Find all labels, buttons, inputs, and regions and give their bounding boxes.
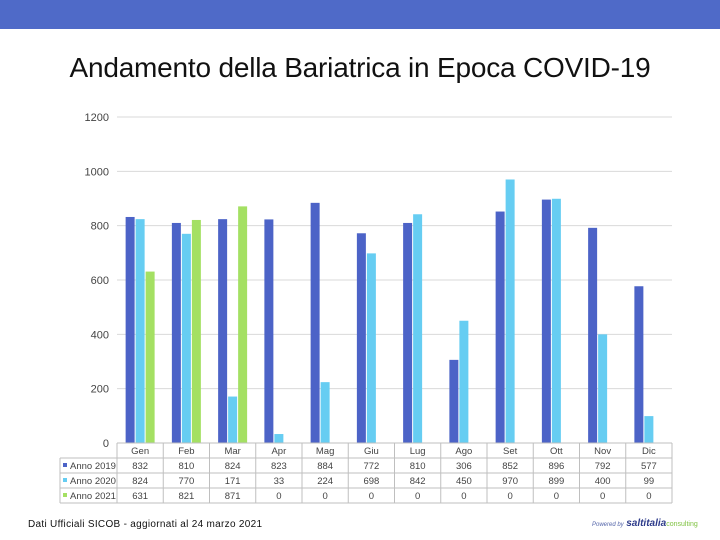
y-tick-label: 600: [91, 275, 109, 287]
bar: [459, 320, 469, 443]
data-table-value: 0: [461, 491, 466, 502]
y-tick-label: 1200: [85, 112, 109, 124]
data-table-value: 171: [225, 476, 241, 487]
bar: [310, 202, 320, 443]
bar: [135, 219, 145, 443]
x-category-label: Feb: [178, 446, 194, 457]
data-table-value: 824: [132, 476, 148, 487]
bar: [505, 179, 515, 443]
bar: [171, 222, 181, 443]
x-category-label: Set: [503, 446, 518, 457]
data-table-value: 0: [415, 491, 420, 502]
bar: [551, 198, 561, 443]
y-tick-label: 400: [91, 329, 109, 341]
data-table-value: 842: [410, 476, 426, 487]
logo-domain-text: consulting: [666, 521, 698, 528]
x-category-label: Dic: [642, 446, 656, 457]
bar: [228, 396, 238, 443]
bar: [403, 222, 413, 443]
data-table-value: 899: [548, 476, 564, 487]
x-category-label: Mar: [224, 446, 240, 457]
data-table-value: 224: [317, 476, 333, 487]
header-bar: [0, 0, 720, 29]
data-table-value: 770: [178, 476, 194, 487]
data-table-value: 698: [363, 476, 379, 487]
data-table-value: 871: [225, 491, 241, 502]
bar: [634, 286, 644, 443]
x-category-label: Mag: [316, 446, 334, 457]
legend-swatch: [63, 493, 67, 497]
data-table-value: 0: [369, 491, 374, 502]
data-table-value: 823: [271, 461, 287, 472]
bar: [449, 359, 459, 443]
bar: [588, 227, 598, 443]
data-table-value: 631: [132, 491, 148, 502]
legend-series-name: Anno 2019: [70, 461, 116, 472]
data-table-value: 792: [595, 461, 611, 472]
x-category-label: Ago: [455, 446, 472, 457]
data-table-value: 0: [554, 491, 559, 502]
data-table-value: 99: [644, 476, 655, 487]
x-category-label: Ott: [550, 446, 563, 457]
bar: [366, 253, 376, 443]
bar: [145, 271, 155, 443]
legend-swatch: [63, 478, 67, 482]
bar: [541, 199, 551, 443]
y-tick-label: 200: [91, 384, 109, 396]
data-table-value: 821: [178, 491, 194, 502]
bar: [125, 216, 135, 443]
data-table-value: 970: [502, 476, 518, 487]
bar: [413, 214, 423, 443]
logo-brand-text: saltitalia: [626, 518, 667, 529]
y-tick-label: 0: [103, 438, 109, 450]
source-note: Dati Ufficiali SICOB - aggiornati al 24 …: [28, 519, 263, 530]
bar: [191, 219, 201, 443]
y-tick-label: 800: [91, 221, 109, 233]
data-table-value: 0: [646, 491, 651, 502]
x-category-label: Nov: [594, 446, 611, 457]
legend-swatch: [63, 463, 67, 467]
bar: [320, 382, 330, 443]
data-table-value: 33: [274, 476, 285, 487]
data-table-value: 884: [317, 461, 333, 472]
x-category-label: Gen: [131, 446, 149, 457]
x-category-label: Lug: [410, 446, 426, 457]
bar: [238, 206, 248, 443]
data-table-value: 0: [600, 491, 605, 502]
logo-powered-text: Powered by: [592, 522, 624, 528]
data-table-value: 0: [507, 491, 512, 502]
slide-title: Andamento della Bariatrica in Epoca COVI…: [69, 52, 651, 83]
data-table-value: 400: [595, 476, 611, 487]
bar: [598, 334, 608, 443]
data-table-value: 824: [225, 461, 241, 472]
data-table-value: 0: [322, 491, 327, 502]
x-category-label: Giu: [364, 446, 379, 457]
bar: [274, 434, 284, 443]
x-category-label: Apr: [271, 446, 286, 457]
data-table-value: 577: [641, 461, 657, 472]
data-table-value: 450: [456, 476, 472, 487]
legend-series-name: Anno 2020: [70, 476, 116, 487]
data-table-value: 810: [178, 461, 194, 472]
data-table-value: 772: [363, 461, 379, 472]
data-table-value: 896: [548, 461, 564, 472]
y-tick-label: 1000: [85, 166, 109, 178]
bar: [264, 219, 274, 443]
data-table-value: 832: [132, 461, 148, 472]
data-table-value: 0: [276, 491, 281, 502]
bar: [356, 233, 366, 443]
data-table-value: 810: [410, 461, 426, 472]
legend-series-name: Anno 2021: [70, 491, 116, 502]
bar: [644, 416, 654, 443]
bar: [181, 233, 191, 443]
bar: [495, 211, 505, 443]
data-table-value: 306: [456, 461, 472, 472]
brand-logo: Powered by saltitaliaconsulting: [592, 518, 698, 529]
bar: [218, 219, 228, 443]
data-table-value: 852: [502, 461, 518, 472]
